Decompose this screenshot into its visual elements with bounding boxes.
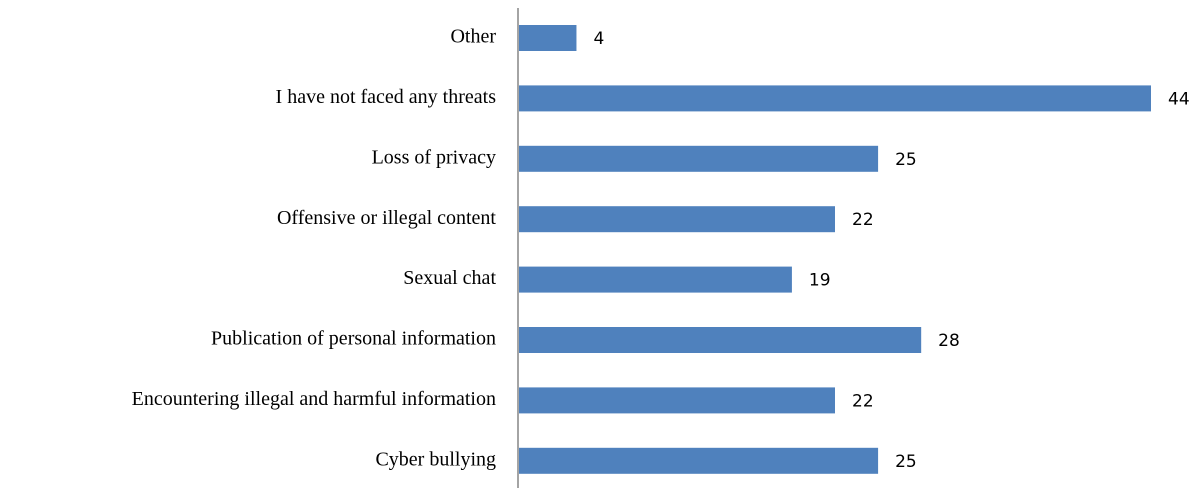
category-label-5: Publication of personal information bbox=[211, 328, 496, 350]
category-label-1: I have not faced any threats bbox=[276, 86, 497, 108]
category-label-0: Other bbox=[450, 26, 496, 48]
category-label-4: Sexual chat bbox=[403, 267, 496, 289]
bar-0 bbox=[519, 25, 577, 51]
data-label-1: 44 bbox=[1168, 89, 1190, 109]
bar-6 bbox=[519, 387, 835, 414]
bar-4 bbox=[519, 266, 792, 293]
category-label-6: Encountering illegal and harmful informa… bbox=[132, 388, 496, 410]
data-label-3: 22 bbox=[852, 210, 874, 230]
category-label-7: Cyber bullying bbox=[375, 448, 496, 470]
bar-3 bbox=[519, 206, 835, 233]
data-label-4: 19 bbox=[809, 271, 831, 291]
bar-5 bbox=[519, 327, 922, 353]
bar-7 bbox=[519, 447, 879, 474]
data-label-5: 28 bbox=[938, 331, 960, 351]
data-label-7: 25 bbox=[895, 452, 917, 472]
bar-1 bbox=[519, 85, 1151, 112]
bar-2 bbox=[519, 145, 879, 172]
category-label-2: Loss of privacy bbox=[372, 146, 496, 168]
category-labels-group: Other I have not faced any threats Loss of… bbox=[132, 26, 497, 471]
bars-group bbox=[519, 25, 1151, 474]
category-label-3: Offensive or illegal content bbox=[277, 207, 496, 229]
data-label-6: 22 bbox=[852, 391, 874, 411]
data-label-0: 4 bbox=[593, 29, 604, 49]
data-label-2: 25 bbox=[895, 150, 917, 170]
